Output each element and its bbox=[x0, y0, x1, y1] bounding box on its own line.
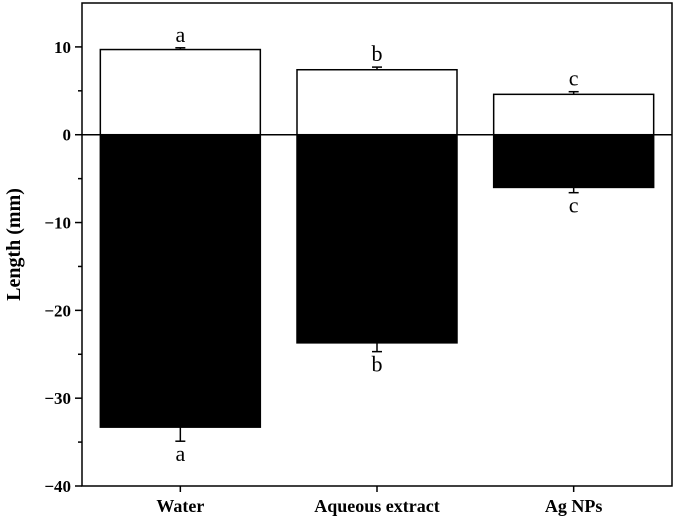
y-tick-label: −10 bbox=[44, 214, 71, 233]
bar-negative-1 bbox=[296, 133, 458, 344]
bar-negative-2 bbox=[492, 133, 655, 189]
y-tick-label: 0 bbox=[63, 126, 72, 145]
bar-negative-0 bbox=[99, 133, 262, 428]
significance-label: c bbox=[569, 193, 579, 218]
significance-label: a bbox=[175, 22, 185, 47]
y-tick-label: −20 bbox=[44, 301, 71, 320]
x-tick-label: Aqueous extract bbox=[314, 496, 439, 516]
bar-positive-2 bbox=[492, 93, 655, 136]
bar-positive-1 bbox=[296, 68, 458, 136]
significance-labels: a b c a b c bbox=[175, 22, 578, 466]
x-axis: Water Aqueous extract Ag NPs bbox=[156, 486, 602, 516]
y-axis-label: Length (mm) bbox=[3, 188, 25, 301]
significance-label: b bbox=[372, 352, 383, 377]
error-bars-layer bbox=[175, 47, 579, 442]
y-tick-label: 10 bbox=[54, 38, 71, 57]
bar-positive-0 bbox=[99, 48, 262, 136]
significance-label: c bbox=[569, 66, 579, 91]
significance-label: a bbox=[175, 441, 185, 466]
significance-label: b bbox=[372, 41, 383, 66]
y-axis: 10 0 −10 −20 −30 −40 bbox=[44, 38, 82, 496]
y-tick-label: −40 bbox=[44, 477, 71, 496]
bars-layer bbox=[99, 48, 655, 428]
y-tick-label: −30 bbox=[44, 389, 71, 408]
x-tick-label: Water bbox=[156, 496, 204, 516]
x-tick-label: Ag NPs bbox=[545, 496, 603, 516]
